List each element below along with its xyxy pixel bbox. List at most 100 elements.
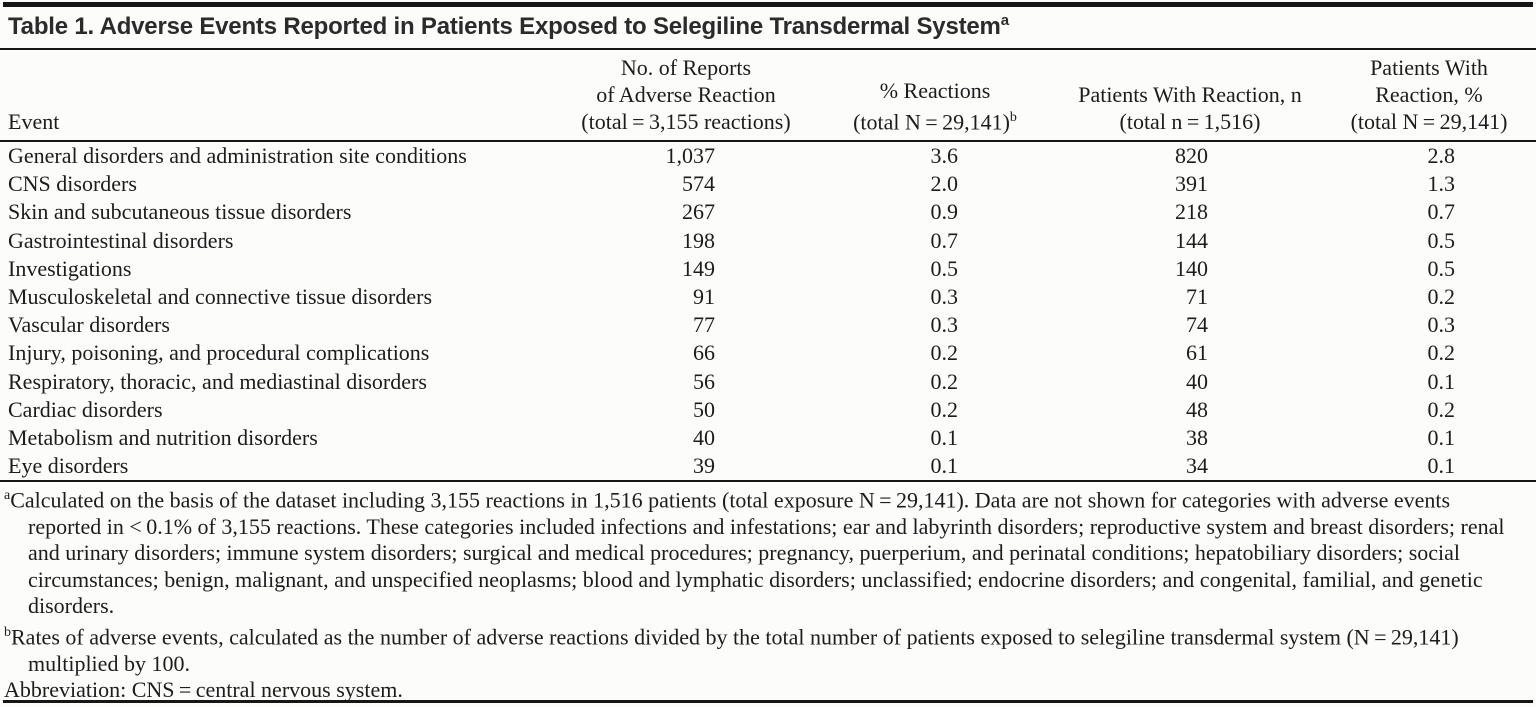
event-column-header: Event — [0, 50, 560, 142]
column-header-line: (total N = 29,141)b — [812, 104, 1058, 135]
pct-reactions-column-header: % Reactions (total N = 29,141)b — [812, 50, 1058, 142]
patients-n-cell: 71 — [1186, 284, 1208, 310]
patients-pct-cell: 0.2 — [1427, 284, 1456, 310]
column-header-text: % Reactions — [879, 77, 991, 103]
column-footnote-marker: b — [1009, 109, 1017, 125]
reports-cell: 198 — [682, 227, 715, 253]
column-header-text: (total N = 29,141) — [853, 109, 1010, 134]
column-header-line: Reaction, % — [1322, 81, 1536, 108]
event-cell: Respiratory, thoracic, and mediastinal d… — [8, 368, 427, 394]
patients-pct-cell: 2.8 — [1427, 143, 1456, 168]
patients-pct-cell: 0.2 — [1427, 396, 1456, 422]
column-header-text: Patients With — [1370, 55, 1488, 80]
column-header-line: Event — [8, 108, 560, 135]
column-header-text: of Adverse Reaction — [596, 82, 776, 107]
pct-reactions-cell: 0.3 — [930, 312, 959, 338]
reports-cell: 40 — [693, 425, 715, 451]
reports-cell: 574 — [682, 171, 715, 197]
patients-n-cell: 391 — [1175, 171, 1208, 197]
column-header-line: Patients With — [1322, 54, 1536, 81]
reports-cell: 1,037 — [665, 143, 716, 168]
event-cell: Investigations — [8, 255, 132, 281]
footnote-marker: a — [4, 488, 11, 503]
pct-reactions-cell: 0.3 — [930, 284, 959, 310]
column-header-line: of Adverse Reaction — [560, 81, 812, 108]
footnote-text: Calculated on the basis of the dataset i… — [10, 487, 1505, 619]
reports-cell: 56 — [693, 368, 715, 394]
column-header-text: Patients With Reaction, n — [1078, 82, 1302, 107]
table-row: Respiratory, thoracic, and mediastinal d… — [0, 368, 1536, 396]
reports-cell: 267 — [682, 199, 715, 225]
column-header-text: (total n = 1,516) — [1119, 109, 1261, 134]
pct-reactions-cell: 0.2 — [930, 368, 959, 394]
patients-pct-cell: 0.5 — [1427, 227, 1456, 253]
table-row: Skin and subcutaneous tissue disorders 26… — [0, 198, 1536, 226]
patients-n-cell: 144 — [1175, 227, 1208, 253]
column-header-text: Reaction, % — [1375, 82, 1483, 107]
column-header-text: Event — [8, 109, 60, 134]
event-cell: Eye disorders — [0, 452, 560, 483]
table-title: Table 1. Adverse Events Reported in Pati… — [8, 12, 1528, 41]
patients-n-cell: 34 — [1058, 452, 1322, 483]
patients-n-cell: 40 — [1186, 368, 1208, 394]
table-row: Investigations 149 0.5 140 0.5 — [0, 255, 1536, 283]
table-header-row: Event No. of Reports of Adverse Reaction (t… — [0, 50, 1536, 142]
column-header-text: (total = 3,155 reactions) — [581, 109, 791, 134]
table-row: Eye disorders 39 0.1 34 0.1 — [0, 452, 1536, 483]
event-cell: Metabolism and nutrition disorders — [8, 425, 318, 451]
patients-pct-column-header: Patients With Reaction, % (total N = 29,14… — [1322, 50, 1536, 142]
bottom-rule — [3, 700, 1533, 703]
footnote: Abbreviation: CNS = central nervous syst… — [4, 677, 1528, 704]
table-row: Vascular disorders 77 0.3 74 0.3 — [0, 311, 1536, 339]
column-header-text: No. of Reports — [620, 55, 752, 80]
patients-pct-cell: 1.3 — [1427, 171, 1456, 197]
footnote-marker: b — [4, 624, 11, 640]
pct-reactions-cell: 0.5 — [930, 255, 959, 281]
table-row: Metabolism and nutrition disorders 40 0.1 3… — [0, 424, 1536, 452]
event-cell: CNS disorders — [8, 171, 137, 197]
patients-pct-cell: 0.1 — [1322, 452, 1536, 483]
footnote-text: Abbreviation: CNS = central nervous syst… — [4, 677, 403, 703]
patients-n-cell: 48 — [1186, 396, 1208, 422]
patients-n-cell: 140 — [1175, 255, 1208, 281]
patients-pct-cell: 0.1 — [1427, 425, 1456, 451]
reports-cell: 39 — [560, 452, 812, 483]
column-header-line: No. of Reports — [560, 54, 812, 81]
pct-reactions-cell: 0.2 — [930, 396, 959, 422]
event-cell: Skin and subcutaneous tissue disorders — [8, 199, 352, 225]
event-cell: Musculoskeletal and connective tissue di… — [8, 284, 433, 310]
adverse-events-table: Event No. of Reports of Adverse Reaction (t… — [0, 50, 1536, 483]
column-header-line: Patients With Reaction, n — [1058, 81, 1322, 108]
event-cell: Vascular disorders — [8, 312, 170, 338]
pct-reactions-cell: 0.7 — [930, 227, 959, 253]
top-rule — [3, 2, 1533, 7]
patients-pct-cell: 0.5 — [1427, 255, 1456, 281]
column-header-line: % Reactions — [812, 77, 1058, 104]
patients-pct-cell: 0.2 — [1427, 340, 1456, 366]
reports-cell: 50 — [693, 396, 715, 422]
pct-reactions-cell: 0.1 — [812, 452, 1058, 483]
pct-reactions-cell: 3.6 — [930, 143, 959, 168]
patients-n-cell: 74 — [1186, 312, 1208, 338]
reports-cell: 149 — [682, 255, 715, 281]
pct-reactions-cell: 0.2 — [930, 340, 959, 366]
patients-n-cell: 820 — [1175, 143, 1208, 168]
table-row: Musculoskeletal and connective tissue di… — [0, 283, 1536, 311]
column-header-line: (total = 3,155 reactions) — [560, 108, 812, 135]
reports-cell: 77 — [693, 312, 715, 338]
table-row: General disorders and administration sit… — [0, 141, 1536, 170]
table-row: Injury, poisoning, and procedural compli… — [0, 339, 1536, 367]
table-row: CNS disorders 574 2.0 391 1.3 — [0, 170, 1536, 198]
title-footnote-marker: a — [1000, 12, 1009, 29]
table-row: Cardiac disorders 50 0.2 48 0.2 — [0, 396, 1536, 424]
reports-cell: 66 — [693, 340, 715, 366]
pct-reactions-cell: 0.9 — [930, 199, 959, 225]
patients-pct-cell: 0.1 — [1427, 368, 1456, 394]
column-header-line: (total n = 1,516) — [1058, 108, 1322, 135]
patients-pct-cell: 0.7 — [1427, 199, 1456, 225]
column-header-text: (total N = 29,141) — [1350, 109, 1508, 134]
column-header-line: (total N = 29,141) — [1322, 108, 1536, 135]
footnote: bRates of adverse events, calculated as … — [4, 620, 1528, 677]
title-rule — [0, 48, 1536, 50]
